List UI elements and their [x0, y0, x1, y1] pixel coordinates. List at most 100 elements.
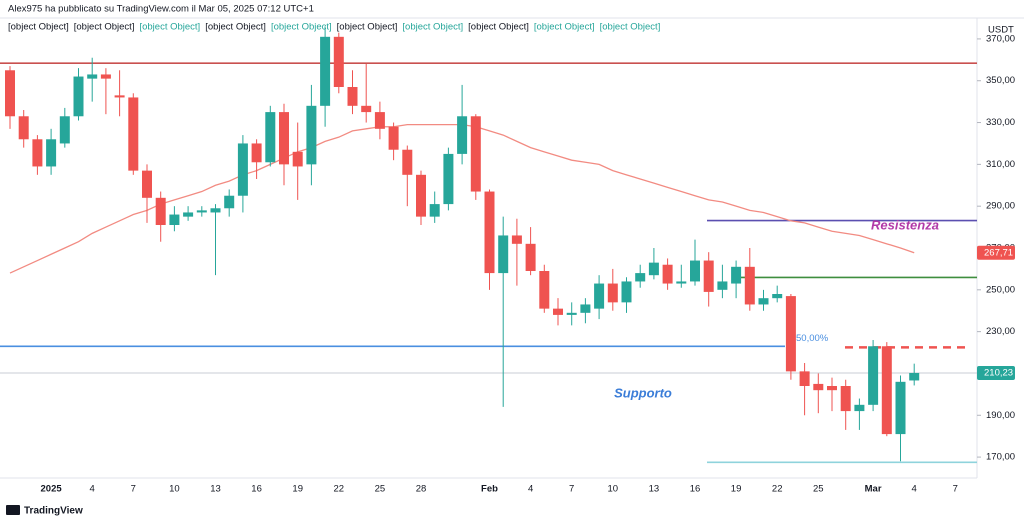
legend-item: [object Object] [8, 22, 69, 33]
x-tick-label: 7 [131, 484, 136, 495]
candle [210, 204, 221, 276]
x-tick-label: 13 [649, 484, 660, 495]
annotation: Supporto [614, 385, 672, 400]
candle [868, 340, 879, 412]
candle [909, 363, 920, 386]
x-tick-label: Mar [865, 484, 882, 495]
candle-body [46, 139, 57, 167]
candle-body [868, 346, 879, 405]
candle-body [196, 210, 207, 213]
candle [224, 189, 235, 217]
candle-body [566, 312, 577, 315]
candle-body [676, 281, 687, 284]
candle [703, 252, 714, 307]
candle [525, 227, 536, 276]
candle [457, 84, 468, 165]
candle [142, 164, 152, 223]
candle [18, 110, 29, 148]
candle [292, 122, 303, 200]
candle-body [224, 195, 235, 209]
candle-body [484, 191, 495, 274]
brand-logo [6, 505, 20, 515]
legend-item: [object Object] [337, 22, 398, 33]
x-tick-label: 2025 [41, 484, 63, 495]
y-tick-label: 230,00 [986, 326, 1015, 337]
y-tick-label: 290,00 [986, 201, 1015, 212]
candle-body [607, 283, 618, 303]
candle [799, 363, 810, 416]
y-tick-label: 350,00 [986, 75, 1015, 86]
candle-body [443, 153, 454, 205]
candle-body [333, 36, 344, 87]
candle-body [320, 36, 331, 106]
candle-body [525, 243, 536, 271]
x-tick-label: 7 [569, 484, 574, 495]
candle-body [703, 260, 714, 292]
candle [169, 206, 180, 232]
candle-body [237, 143, 248, 196]
candle-body [416, 174, 426, 217]
candle-body [169, 214, 180, 225]
brand: TradingView [6, 505, 83, 517]
candle [785, 294, 796, 380]
candle-body [744, 266, 755, 305]
candle-body [100, 74, 111, 79]
candle-body [32, 139, 43, 167]
candle [744, 248, 755, 311]
brand-name: TradingView [24, 506, 83, 517]
price-label-box [977, 365, 1015, 380]
candle-body [772, 294, 783, 299]
candle-body [909, 372, 920, 381]
x-tick-label: 25 [375, 484, 386, 495]
candle [46, 128, 57, 175]
legend-item: [object Object] [74, 22, 135, 33]
level-label: 50,00% [796, 333, 829, 344]
candle-body [895, 381, 906, 435]
y-tick-label: 370,00 [986, 33, 1015, 44]
x-tick-label: Feb [481, 484, 498, 495]
candle-body [87, 74, 98, 79]
candle [827, 377, 837, 412]
candle [265, 105, 276, 167]
candle-body [553, 308, 563, 315]
candle [594, 275, 605, 320]
x-tick-label: 10 [608, 484, 619, 495]
candle [87, 57, 98, 102]
candle-body [128, 97, 139, 171]
candle-body [279, 112, 289, 165]
candle [32, 135, 43, 175]
legend-item: [object Object] [402, 22, 463, 33]
candle [717, 264, 728, 299]
candle [621, 277, 632, 313]
legend-item: [object Object] [205, 22, 266, 33]
candle [731, 260, 742, 299]
candle-body [18, 116, 29, 140]
candle [279, 103, 289, 186]
candle [553, 298, 563, 326]
candle-body [799, 371, 810, 386]
candle-body [265, 112, 276, 163]
candle-body [142, 170, 152, 198]
candle [361, 64, 372, 123]
candle-body [648, 262, 659, 276]
candle [320, 26, 331, 127]
x-tick-label: 4 [912, 484, 917, 495]
candle [881, 342, 892, 437]
candle [511, 218, 522, 286]
candle-body [73, 76, 84, 117]
candle [237, 135, 248, 213]
x-tick-label: 10 [169, 484, 180, 495]
candle-body [347, 87, 358, 106]
candle-body [374, 112, 385, 129]
x-tick-label: 19 [731, 484, 742, 495]
candle [100, 68, 111, 115]
candle [840, 379, 851, 430]
x-tick-label: 13 [210, 484, 221, 495]
price-label: 267,71 [984, 247, 1013, 258]
candle-body [840, 386, 851, 412]
candle [498, 216, 509, 407]
x-tick-label: 16 [251, 484, 262, 495]
candle-body [210, 208, 221, 213]
candle-body [758, 298, 769, 305]
